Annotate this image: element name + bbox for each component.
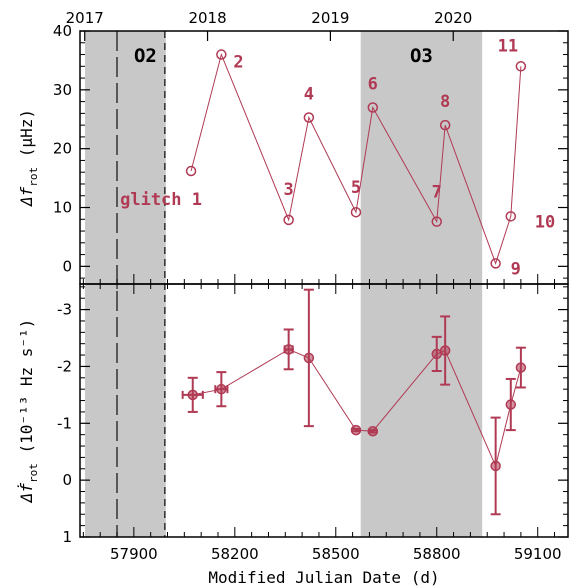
glitch-label-1: glitch 1	[120, 190, 202, 210]
top-y-axis-title-unit: (μHz)	[17, 109, 36, 167]
bottom-ytick-label: -1	[57, 414, 72, 432]
glitch-label-3: 3	[284, 180, 294, 200]
spin-down-point-3	[283, 344, 294, 355]
glitch-label-8: 8	[440, 92, 450, 112]
spin-down-point-5	[350, 424, 362, 436]
top-y-axis-title-sub: rot	[27, 167, 40, 187]
top-series-line	[190, 52, 522, 265]
bottom-ytick-label: -3	[57, 301, 72, 319]
top-ytick-label: 10	[53, 199, 72, 217]
top-ytick-label: 20	[53, 140, 72, 158]
axes-frame	[79, 30, 569, 538]
glitch-point-5	[350, 206, 362, 218]
glitch-point-9	[490, 258, 501, 269]
glitch-point-3	[283, 214, 294, 226]
glitch-label-2: 2	[233, 53, 243, 73]
top-ytick-label: 40	[53, 22, 72, 40]
glitch-point-2	[216, 49, 227, 60]
xtick-label: 59100	[514, 545, 562, 563]
year-label-2017: 2017	[66, 9, 104, 27]
top-ytick-label: 0	[62, 257, 72, 275]
spin-down-point-2	[216, 383, 227, 395]
spin-down-point-6	[367, 426, 379, 437]
bottom-ytick-label: -2	[57, 357, 72, 375]
glitch-point-6	[367, 102, 379, 113]
glitch-point-8	[439, 119, 451, 131]
spin-down-point-8	[439, 345, 451, 356]
glitch-point-10	[505, 211, 517, 222]
bottom-ytick-label: 1	[62, 528, 72, 546]
top-ytick-label: 30	[53, 81, 72, 99]
spin-down-point-9	[490, 460, 501, 472]
glitch-point-11	[515, 61, 527, 72]
data-series	[181, 49, 527, 516]
glitch-label-11: 11	[498, 36, 518, 56]
bottom-panel-frame	[79, 283, 569, 538]
year-label-2018: 2018	[188, 9, 226, 27]
year-label-2020: 2020	[434, 9, 472, 27]
bottom-y-axis-title-main: Δḟ	[17, 483, 36, 504]
glitch-point-4	[303, 112, 315, 123]
glitch-label-9: 9	[511, 259, 521, 279]
spin-down-point-10	[505, 399, 517, 410]
glitch-point-1	[185, 165, 197, 177]
spin-down-point-1	[187, 389, 198, 401]
spin-down-point-7	[431, 348, 442, 360]
bottom-y-axis-title-sub: rot	[27, 463, 40, 483]
glitch-label-6: 6	[368, 74, 378, 94]
run-label-1: O2	[134, 45, 157, 67]
xtick-label: 58500	[312, 545, 360, 563]
spin-down-point-4	[303, 352, 315, 364]
spin-down-point-11	[515, 362, 527, 373]
bottom-y-axis-title: Δḟrot (10⁻¹³ Hz s⁻¹)	[17, 319, 40, 504]
run-label-2: O3	[410, 45, 433, 67]
bottom-ytick-label: 0	[62, 471, 72, 489]
x-axis-title: Modified Julian Date (d)	[208, 568, 439, 586]
xtick-label: 57900	[110, 545, 158, 563]
top-y-axis-title-main: Δf	[17, 186, 36, 207]
glitch-label-7: 7	[432, 183, 442, 203]
bottom-y-axis-title-unit: (10⁻¹³ Hz s⁻¹)	[17, 319, 36, 464]
glitch-point-7	[431, 216, 442, 227]
top-y-axis-title: Δfrot (μHz)	[17, 109, 40, 207]
glitch-label-10: 10	[535, 212, 555, 232]
glitch-label-5: 5	[351, 178, 361, 198]
xtick-label: 58800	[413, 545, 461, 563]
year-label-2019: 2019	[311, 9, 349, 27]
glitch-label-4: 4	[304, 84, 314, 104]
xtick-label: 58200	[211, 545, 259, 563]
